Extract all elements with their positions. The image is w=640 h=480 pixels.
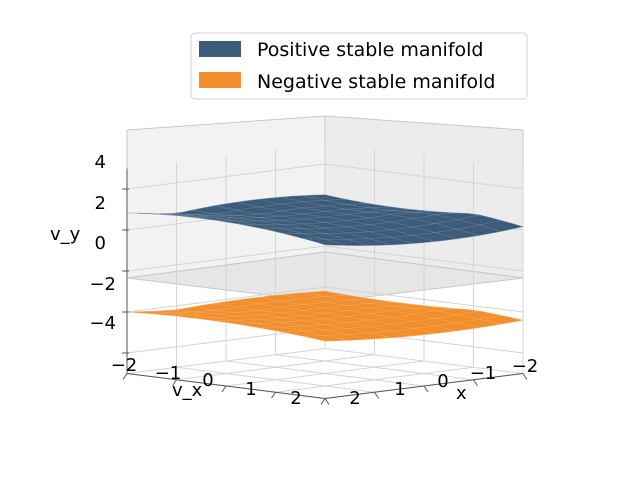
surface-mesh-line <box>170 309 370 340</box>
axis-lines <box>122 168 528 405</box>
surface-mesh-line <box>214 209 414 222</box>
vy-tick-label: −4 <box>89 313 116 334</box>
surface-mesh-line <box>214 302 414 337</box>
grid-line <box>275 366 474 393</box>
surface-mesh-line <box>324 290 524 321</box>
x-tick-label: −2 <box>512 356 539 377</box>
vx-axis-label: v_x <box>172 380 203 401</box>
surface-mesh-line <box>148 199 348 215</box>
surface-mesh-line <box>324 226 524 246</box>
surface-mesh-line <box>280 294 480 328</box>
surface-mesh-line <box>214 205 414 244</box>
grid-line <box>126 245 524 272</box>
x-tick-mark <box>324 398 330 405</box>
surface-mesh-line <box>302 220 502 240</box>
vx-tick-mark <box>221 385 227 393</box>
x-tick-mark <box>374 391 379 399</box>
surface-negative <box>126 290 524 342</box>
surface-mesh-line <box>148 213 348 246</box>
surface-mesh-line <box>280 196 480 236</box>
vx-tick-mark <box>320 398 326 405</box>
vx-tick-label: −1 <box>155 363 182 384</box>
grid-line <box>126 286 524 313</box>
surface-mesh-line <box>192 206 392 219</box>
surface-mesh-line <box>302 292 502 325</box>
vx-tick-label: 1 <box>245 379 256 400</box>
x-tick-mark <box>522 373 528 380</box>
legend-label-positive: Positive stable manifold <box>257 39 483 61</box>
grid-line <box>176 366 375 393</box>
surface-mesh-line <box>192 306 392 339</box>
x-tick-label: 2 <box>349 388 360 409</box>
surface-mesh-line <box>170 213 370 246</box>
legend-swatch-positive <box>199 41 241 57</box>
surface-mesh-line <box>126 311 326 342</box>
surface-mesh-line <box>258 198 458 240</box>
vy-tick-label: 0 <box>95 233 106 254</box>
surface-mesh-line <box>280 310 480 333</box>
surface-mesh-line <box>236 201 436 242</box>
surface-mesh-line <box>258 308 458 329</box>
vx-tick-labels: −2 −1 0 1 2 <box>111 355 302 409</box>
surface-mesh-line <box>170 203 370 217</box>
surface-mesh-line <box>236 299 436 334</box>
surface-patch <box>313 194 337 198</box>
vy-tick-label: 4 <box>95 152 106 173</box>
surface-mesh-line <box>258 296 458 332</box>
surface-mesh-line <box>192 209 392 246</box>
surface-mesh-line <box>302 195 502 232</box>
surface-mesh-line <box>214 304 414 322</box>
x-tick-label: 0 <box>437 371 448 392</box>
grid-line <box>225 360 425 387</box>
x-tick-labels: −2 −1 0 1 2 <box>349 356 538 409</box>
vx-tick-mark <box>172 379 177 387</box>
x-tick-label: −1 <box>470 363 497 384</box>
vx-tick-label: −2 <box>111 355 138 376</box>
surfaces <box>126 194 525 342</box>
grid-line <box>126 163 524 190</box>
surface-positive <box>126 194 525 246</box>
vx-tick-mark <box>122 373 128 380</box>
vx-tick-mark <box>271 391 276 399</box>
surface-mesh-line <box>126 212 326 246</box>
legend-frame <box>190 32 528 100</box>
surface-patch <box>313 290 337 295</box>
surface-mesh-line <box>280 214 480 235</box>
vy-tick-labels: 4 2 0 −2 −4 <box>89 152 116 334</box>
vy-tick-label: 2 <box>95 193 106 214</box>
x-tick-mark <box>423 385 429 393</box>
x-axis-label: x <box>456 383 467 404</box>
surface-mesh-line <box>126 290 326 313</box>
surface-mesh-line <box>258 212 458 230</box>
legend-label-negative: Negative stable manifold <box>257 71 496 93</box>
surface-mesh-line <box>148 311 348 341</box>
surface-mesh-line <box>236 306 436 325</box>
x-tick-label: 1 <box>394 379 405 400</box>
legend: Positive stable manifold Negative stable… <box>190 32 528 100</box>
surface-mesh-line <box>324 194 524 227</box>
surface-mesh-line <box>302 315 502 337</box>
x-tick-mark <box>473 379 478 387</box>
surface-mesh-line <box>148 294 348 314</box>
vy-tick-label: −2 <box>89 274 116 295</box>
surface-mesh-line <box>192 301 392 319</box>
surface-mesh-line <box>324 319 524 342</box>
vx-tick-label: 2 <box>290 388 301 409</box>
legend-swatch-negative <box>199 72 241 88</box>
vx-tick-label: 0 <box>202 370 213 391</box>
surface-mesh-line <box>126 194 326 215</box>
surface-mesh-line <box>170 298 370 316</box>
vy-axis-label: v_y <box>50 224 81 245</box>
surface-mesh-line <box>236 211 436 225</box>
